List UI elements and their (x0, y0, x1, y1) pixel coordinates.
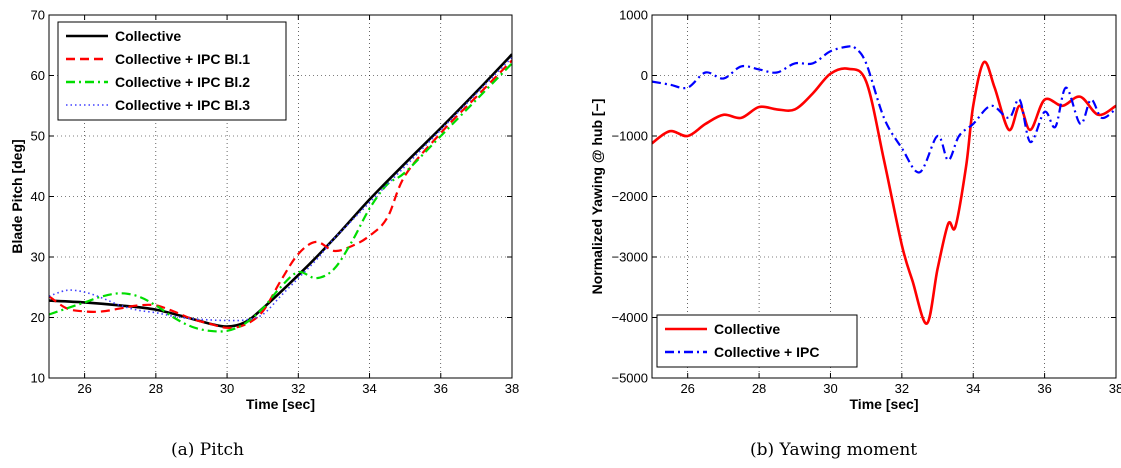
x-tick-label: 34 (362, 381, 376, 396)
y-tick-label: −1000 (611, 129, 648, 144)
series-line-1 (49, 53, 512, 328)
x-tick-label: 34 (966, 381, 980, 396)
y-tick-label: 50 (31, 129, 45, 144)
legend-box (656, 314, 858, 368)
legend-label: Collective (714, 321, 780, 337)
y-tick-label: −4000 (611, 310, 648, 325)
caption-b: (b) Yawing moment (750, 440, 918, 460)
x-tick-label: 28 (752, 381, 766, 396)
series-line-1 (652, 60, 1116, 325)
y-tick-label: 20 (31, 310, 45, 325)
legend-label: Collective + IPC Bl.3 (115, 97, 250, 113)
x-tick-label: 30 (220, 381, 234, 396)
x-tick-label: 36 (434, 381, 448, 396)
x-tick-label: 32 (291, 381, 305, 396)
x-tick-label: 32 (895, 381, 909, 396)
yawing-chart: 26 28 30 32 34 36 38 −5000 −4000 −3000 −2000 −1000 0… (589, 8, 1121, 413)
y-axis-label: Blade Pitch [deg] (9, 139, 25, 253)
series-line-2 (652, 45, 1116, 174)
legend-label: Collective + IPC Bl.2 (115, 74, 250, 90)
y-tick-label: −2000 (611, 189, 648, 204)
tick-labels: 26 28 30 32 34 36 38 −5000 −4000 −3000 −2000 −1000 0… (611, 8, 1121, 397)
y-tick-label: 1000 (619, 8, 648, 23)
series-lines (652, 45, 1116, 325)
legend: Collective Collective + IPC (656, 314, 858, 368)
x-tick-label: 38 (1109, 381, 1121, 396)
legend-label: Collective (115, 28, 181, 44)
y-tick-label: 40 (31, 189, 45, 204)
y-tick-label: 70 (31, 8, 45, 23)
y-tick-label: 60 (31, 68, 45, 83)
x-tick-label: 26 (680, 381, 694, 396)
x-tick-label: 28 (149, 381, 163, 396)
y-tick-label: −3000 (611, 250, 648, 265)
x-tick-label: 30 (823, 381, 837, 396)
x-tick-label: 38 (505, 381, 519, 396)
y-axis-label: Normalized Yawing @ hub [−] (589, 99, 605, 295)
series-lines (49, 53, 512, 333)
x-tick-label: 26 (77, 381, 91, 396)
y-tick-label: −5000 (611, 371, 648, 386)
legend-box (57, 21, 287, 121)
x-tick-label: 36 (1037, 381, 1051, 396)
series-line-4 (49, 56, 512, 322)
x-axis-label: Time [sec] (850, 396, 919, 412)
series-line-2 (49, 59, 512, 329)
tick-labels: 26 28 30 32 34 36 38 10 20 30 40 50 60 70 (31, 8, 520, 397)
y-tick-label: 30 (31, 250, 45, 265)
legend-label: Collective + IPC (714, 344, 819, 360)
y-tick-label: 0 (641, 68, 648, 83)
legend: Collective Collective + IPC Bl.1 Collectiv… (57, 21, 287, 121)
y-tick-label: 10 (31, 371, 45, 386)
x-axis-label: Time [sec] (246, 396, 315, 412)
caption-a: (a) Pitch (171, 440, 244, 460)
legend-label: Collective + IPC Bl.1 (115, 51, 250, 67)
